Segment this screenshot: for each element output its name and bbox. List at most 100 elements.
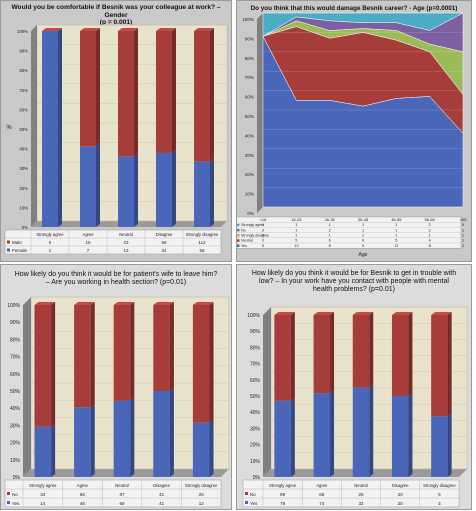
table-cell: 34	[161, 248, 167, 253]
y-tick-label: 10%	[245, 192, 254, 197]
table-cell: 112	[198, 240, 206, 245]
chart-age: 0% 10% 20% 30% 40% 50% 60% 70% 80% 90% 100% <18 18-2…	[237, 12, 468, 258]
table-cell: 4	[429, 239, 431, 243]
x-tick-label: 26-35	[325, 217, 336, 222]
bar-segment	[80, 31, 96, 147]
chart-title: How likely do you think it would be for …	[251, 270, 457, 294]
legend-label: Male	[12, 240, 22, 245]
table-cell: 5	[295, 239, 297, 243]
table-cell: 2	[429, 228, 431, 232]
y-tick-label: 80%	[10, 337, 21, 343]
y-tick-label: 100%	[247, 313, 260, 319]
table-cell: 69	[119, 501, 125, 506]
legend-label: No	[241, 228, 246, 232]
y-tick-label: 0%	[247, 211, 254, 216]
y-tick-label: 0%	[22, 225, 28, 230]
y-tick-label: 50%	[19, 127, 28, 132]
bar-segment	[34, 426, 52, 477]
bar-segment-side	[369, 384, 374, 477]
table-cell: 56	[161, 240, 167, 245]
bar-segment-side	[169, 302, 174, 391]
table-cell: 87	[119, 492, 125, 497]
bar-segment	[194, 31, 210, 162]
table-cell: 1	[362, 228, 364, 232]
x-tick-label: 56-65	[425, 217, 436, 222]
table-cell: 74	[319, 501, 325, 506]
bar-top	[431, 312, 452, 315]
bar-segment	[352, 387, 370, 477]
y-tick-label: 50%	[250, 394, 261, 400]
y-tick-label: 60%	[19, 107, 28, 112]
table-cell: 41	[159, 501, 165, 506]
y-tick-label: 90%	[250, 329, 261, 335]
bar-top	[42, 28, 62, 31]
y-tick-label: 70%	[245, 75, 254, 80]
legend-swatch	[7, 240, 10, 244]
y-tick-label: 70%	[19, 88, 28, 93]
bar-top	[153, 302, 174, 305]
legend-label: Yes	[12, 501, 20, 506]
x-tick-label: Strongly disagree	[186, 232, 219, 237]
y-tick-label: 10%	[250, 459, 261, 465]
x-tick-label: >65	[460, 217, 468, 222]
legend-label: Strongly agree	[241, 223, 264, 227]
legend-swatch	[7, 501, 10, 504]
bar-segment-side	[447, 312, 452, 417]
x-tick-label: Agree	[77, 483, 89, 488]
bar-segment	[313, 315, 331, 394]
table-cell: 66	[80, 492, 86, 497]
table-cell: 1	[395, 228, 397, 232]
chart-panel-health-section: How likely do you think it would be for …	[0, 264, 232, 510]
legend-swatch	[245, 492, 248, 495]
bar-top	[352, 312, 374, 315]
bar-segment-side	[290, 397, 295, 477]
bar-segment	[391, 396, 409, 477]
table-cell: 5	[438, 492, 441, 497]
bar-top	[156, 28, 176, 31]
y-tick-label: 10%	[19, 205, 28, 210]
area-series	[262, 12, 464, 37]
bar-segment-side	[209, 302, 214, 423]
bar-segment	[431, 315, 448, 417]
plot-side-wall	[31, 25, 37, 227]
legend-label: Female	[12, 248, 28, 253]
table-cell: 89	[280, 492, 286, 497]
bar-segment-side	[290, 312, 295, 401]
y-tick-label: 80%	[250, 345, 261, 351]
table-cell: 56	[199, 248, 205, 253]
bar-segment-side	[209, 28, 214, 162]
x-tick-label: Agree	[82, 232, 94, 237]
bar-top	[34, 302, 56, 305]
y-tick-label: 30%	[19, 166, 28, 171]
table-cell: 1	[295, 228, 297, 232]
table-cell: 45	[80, 501, 86, 506]
bar-segment	[34, 305, 52, 427]
bar-top	[118, 28, 138, 31]
y-tick-label: 40%	[250, 410, 261, 416]
bar-segment	[153, 391, 170, 477]
table-cell: 0	[262, 239, 264, 243]
legend-swatch	[237, 228, 240, 232]
legend-label: Neutral	[241, 239, 253, 243]
table-cell: 1	[462, 234, 464, 238]
bar-top	[80, 28, 100, 31]
bar-segment-side	[95, 143, 100, 227]
table-cell: 1	[262, 223, 264, 227]
table-cell: 13	[294, 244, 298, 248]
bar-segment-side	[169, 388, 174, 477]
y-tick-label: 40%	[19, 147, 28, 152]
legend-swatch	[7, 492, 10, 495]
bar-segment-side	[130, 397, 135, 477]
legend-swatch	[7, 248, 10, 252]
y-tick-label: 20%	[19, 186, 28, 191]
x-tick-label: Neutral	[119, 232, 133, 237]
bar-segment-side	[130, 302, 135, 401]
bar-segment-side	[133, 28, 138, 157]
table-cell: 0	[462, 223, 464, 227]
data-table	[4, 229, 222, 255]
table-cell: 1	[362, 223, 364, 227]
y-tick-label: 50%	[10, 389, 21, 395]
y-tick-label: 70%	[10, 355, 21, 361]
table-cell: 1	[329, 223, 331, 227]
x-tick-label: 18-25	[291, 217, 302, 222]
